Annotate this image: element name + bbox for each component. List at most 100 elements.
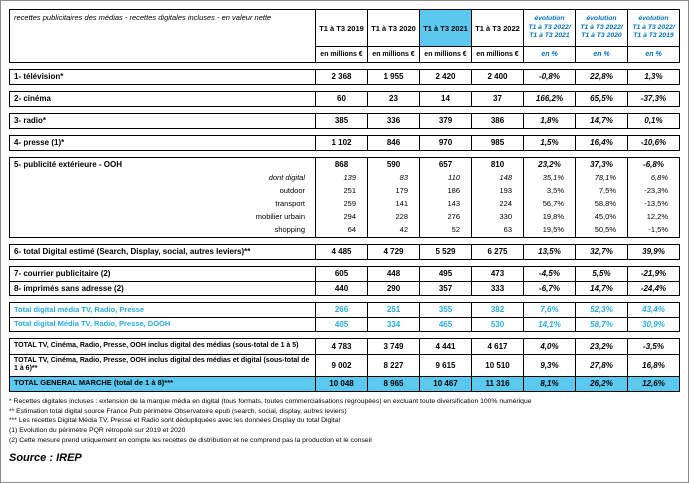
- table-row: transport 259 141 143 224 56,7% 58,8% -13,5%: [10, 198, 679, 211]
- value-cell: 10 467: [419, 376, 471, 391]
- column-header-2021: T1 à T3 2021 en millions €: [419, 10, 471, 62]
- period-label: T1 à T3 2022: [475, 23, 520, 33]
- evolution-cell: 16,4%: [575, 136, 627, 150]
- evolution-cell: 7,5%: [575, 185, 627, 198]
- value-cell: 868: [315, 158, 367, 172]
- value-cell: 382: [471, 303, 523, 317]
- evolution-cell: -37,3%: [627, 92, 679, 106]
- footnotes: * Recettes digitales incluses : extensio…: [9, 398, 680, 446]
- value-cell: 1 102: [315, 136, 367, 150]
- row-label: dont digital: [268, 173, 305, 183]
- value-cell: 386: [471, 114, 523, 128]
- evolution-cell: 19,5%: [523, 224, 575, 237]
- table-row: dont digital 139 83 110 148 35,1% 78,1% 6,8%: [10, 172, 679, 185]
- evolution-cell: 30,9%: [627, 318, 679, 331]
- value-cell: 9 002: [315, 355, 367, 376]
- evolution-cell: 14,1%: [523, 318, 575, 331]
- value-cell: 379: [419, 114, 471, 128]
- row-label: shopping: [274, 225, 305, 235]
- value-cell: 141: [367, 198, 419, 211]
- value-cell: 10 048: [315, 376, 367, 391]
- value-cell: 193: [471, 185, 523, 198]
- period-label-highlighted: T1 à T3 2021: [420, 10, 471, 46]
- footnote: (1) Evolution du périmètre PQR rétropolé…: [9, 427, 186, 435]
- table-row: 2- cinéma 60 23 14 37 166,2% 65,5% -37,3%: [10, 92, 679, 106]
- evolution-cell: 58,7%: [575, 318, 627, 331]
- evolution-cell: 4,0%: [523, 339, 575, 354]
- value-cell: 810: [471, 158, 523, 172]
- value-cell: 605: [315, 267, 367, 281]
- table-row: outdoor 251 179 186 193 3,5% 7,5% -23,3%: [10, 185, 679, 198]
- evolution-cell: -4,5%: [523, 267, 575, 281]
- evolution-cell: 12,2%: [627, 211, 679, 224]
- evolution-cell: 52,3%: [575, 303, 627, 317]
- evolution-cell: 27,8%: [575, 355, 627, 376]
- value-cell: 334: [367, 318, 419, 331]
- evolution-cell: 35,1%: [523, 172, 575, 185]
- value-cell: 83: [367, 172, 419, 185]
- evolution-cell: -21,9%: [627, 267, 679, 281]
- value-cell: 259: [315, 198, 367, 211]
- evolution-cell: 166,2%: [523, 92, 575, 106]
- table-row: TOTAL TV, Cinéma, Radio, Presse, OOH inc…: [10, 354, 679, 376]
- table-row: 5- publicité extérieure - OOH 868 590 657 81…: [10, 158, 679, 172]
- value-cell: 333: [471, 282, 523, 295]
- evolution-cell: 14,7%: [575, 114, 627, 128]
- value-cell: 4 729: [367, 245, 419, 259]
- value-cell: 64: [315, 224, 367, 237]
- row-label: 1- télévision*: [14, 72, 64, 82]
- value-cell: 8 227: [367, 355, 419, 376]
- unit-label: en millions €: [472, 46, 523, 62]
- evolution-cell: -10,6%: [627, 136, 679, 150]
- evolution-cell: 26,2%: [575, 376, 627, 391]
- value-cell: 266: [315, 303, 367, 317]
- value-cell: 530: [471, 318, 523, 331]
- table-row: 3- radio* 385 336 379 386 1,8% 14,7% 0,1%: [10, 114, 679, 128]
- value-cell: 60: [315, 92, 367, 106]
- footnote: ** Estimation total digital source Franc…: [9, 407, 347, 415]
- value-cell: 357: [419, 282, 471, 295]
- evolution-cell: 9,3%: [523, 355, 575, 376]
- column-header-2019: T1 à T3 2019 en millions €: [315, 10, 367, 62]
- evolution-cell: 56,7%: [523, 198, 575, 211]
- evolution-cell: -6,7%: [523, 282, 575, 295]
- row-group: 5- publicité extérieure - OOH 868 590 657 81…: [9, 157, 680, 238]
- row-group: 4- presse (1)* 1 102 846 970 985 1,5% 16,4% -10…: [9, 135, 680, 151]
- source-label: Source : IREP: [9, 451, 82, 464]
- value-cell: 6 275: [471, 245, 523, 259]
- row-label: TOTAL TV, Cinéma, Radio, Presse, OOH inc…: [14, 357, 310, 373]
- value-cell: 405: [315, 318, 367, 331]
- table-row: 4- presse (1)* 1 102 846 970 985 1,5% 16,4% -10…: [10, 136, 679, 150]
- evolution-cell: 23,2%: [523, 158, 575, 172]
- value-cell: 355: [419, 303, 471, 317]
- row-label: transport: [275, 199, 305, 209]
- row-label: TOTAL GENERAL MARCHE (total de 1 à 8)***: [14, 378, 174, 388]
- column-header-2020: T1 à T3 2020 en millions €: [367, 10, 419, 62]
- row-label: 3- radio*: [14, 116, 47, 126]
- value-cell: 2 400: [471, 70, 523, 84]
- value-cell: 4 783: [315, 339, 367, 354]
- row-label: 2- cinéma: [14, 94, 51, 104]
- value-cell: 4 441: [419, 339, 471, 354]
- value-cell: 23: [367, 92, 419, 106]
- table-row: mobilier urbain 294 228 276 330 19,8% 45,0% 12,…: [10, 211, 679, 224]
- value-cell: 970: [419, 136, 471, 150]
- row-group: 7- courrier publicitaire (2) 605 448 495 473…: [9, 266, 680, 296]
- evolution-cell: 22,8%: [575, 70, 627, 84]
- table-row: Total digital média TV, Radio, Presse 266…: [10, 303, 679, 317]
- value-cell: 11 316: [471, 376, 523, 391]
- column-header-evolution-2022-2020: évolution T1 à T3 2022/ T1 à T3 2020 en …: [575, 10, 627, 62]
- value-cell: 276: [419, 211, 471, 224]
- row-label: TOTAL TV, Cinéma, Radio, Presse, OOH inc…: [14, 342, 299, 350]
- value-cell: 9 615: [419, 355, 471, 376]
- table-row: Total digital Média TV, Radio, Presse, D…: [10, 317, 679, 331]
- value-cell: 330: [471, 211, 523, 224]
- value-cell: 2 368: [315, 70, 367, 84]
- value-cell: 110: [419, 172, 471, 185]
- evolution-label: évolution T1 à T3 2022/ T1 à T3 2019: [632, 14, 675, 40]
- evolution-cell: 45,0%: [575, 211, 627, 224]
- value-cell: 186: [419, 185, 471, 198]
- value-cell: 37: [471, 92, 523, 106]
- evolution-cell: -1,5%: [627, 224, 679, 237]
